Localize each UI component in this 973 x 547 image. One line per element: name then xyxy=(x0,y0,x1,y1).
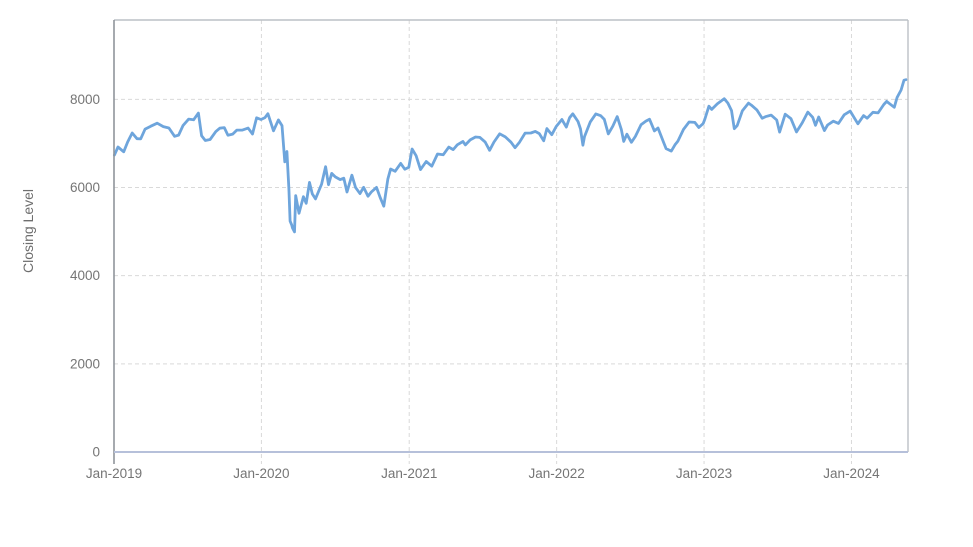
axis-tick-labels: 0 2000 4000 6000 8000 Jan-2019 Jan-2020 Jan-202… xyxy=(70,92,880,481)
y-tick-label: 4000 xyxy=(70,268,100,283)
y-tick-label: 8000 xyxy=(70,92,100,107)
x-tick-label: Jan-2022 xyxy=(528,466,584,481)
closing-level-line xyxy=(113,78,908,234)
series-line-group xyxy=(113,78,908,234)
x-tick-label: Jan-2021 xyxy=(381,466,437,481)
x-tick-label: Jan-2024 xyxy=(823,466,880,481)
x-tick-label: Jan-2023 xyxy=(676,466,732,481)
y-tick-label: 0 xyxy=(92,445,100,460)
y-tick-label: 2000 xyxy=(70,356,100,371)
x-tick-label: Jan-2020 xyxy=(233,466,289,481)
y-tick-label: 6000 xyxy=(70,180,100,195)
gridlines xyxy=(114,20,908,464)
plot-border xyxy=(113,19,909,464)
x-tick-label: Jan-2019 xyxy=(86,466,142,481)
y-axis-title: Closing Level xyxy=(20,189,36,273)
